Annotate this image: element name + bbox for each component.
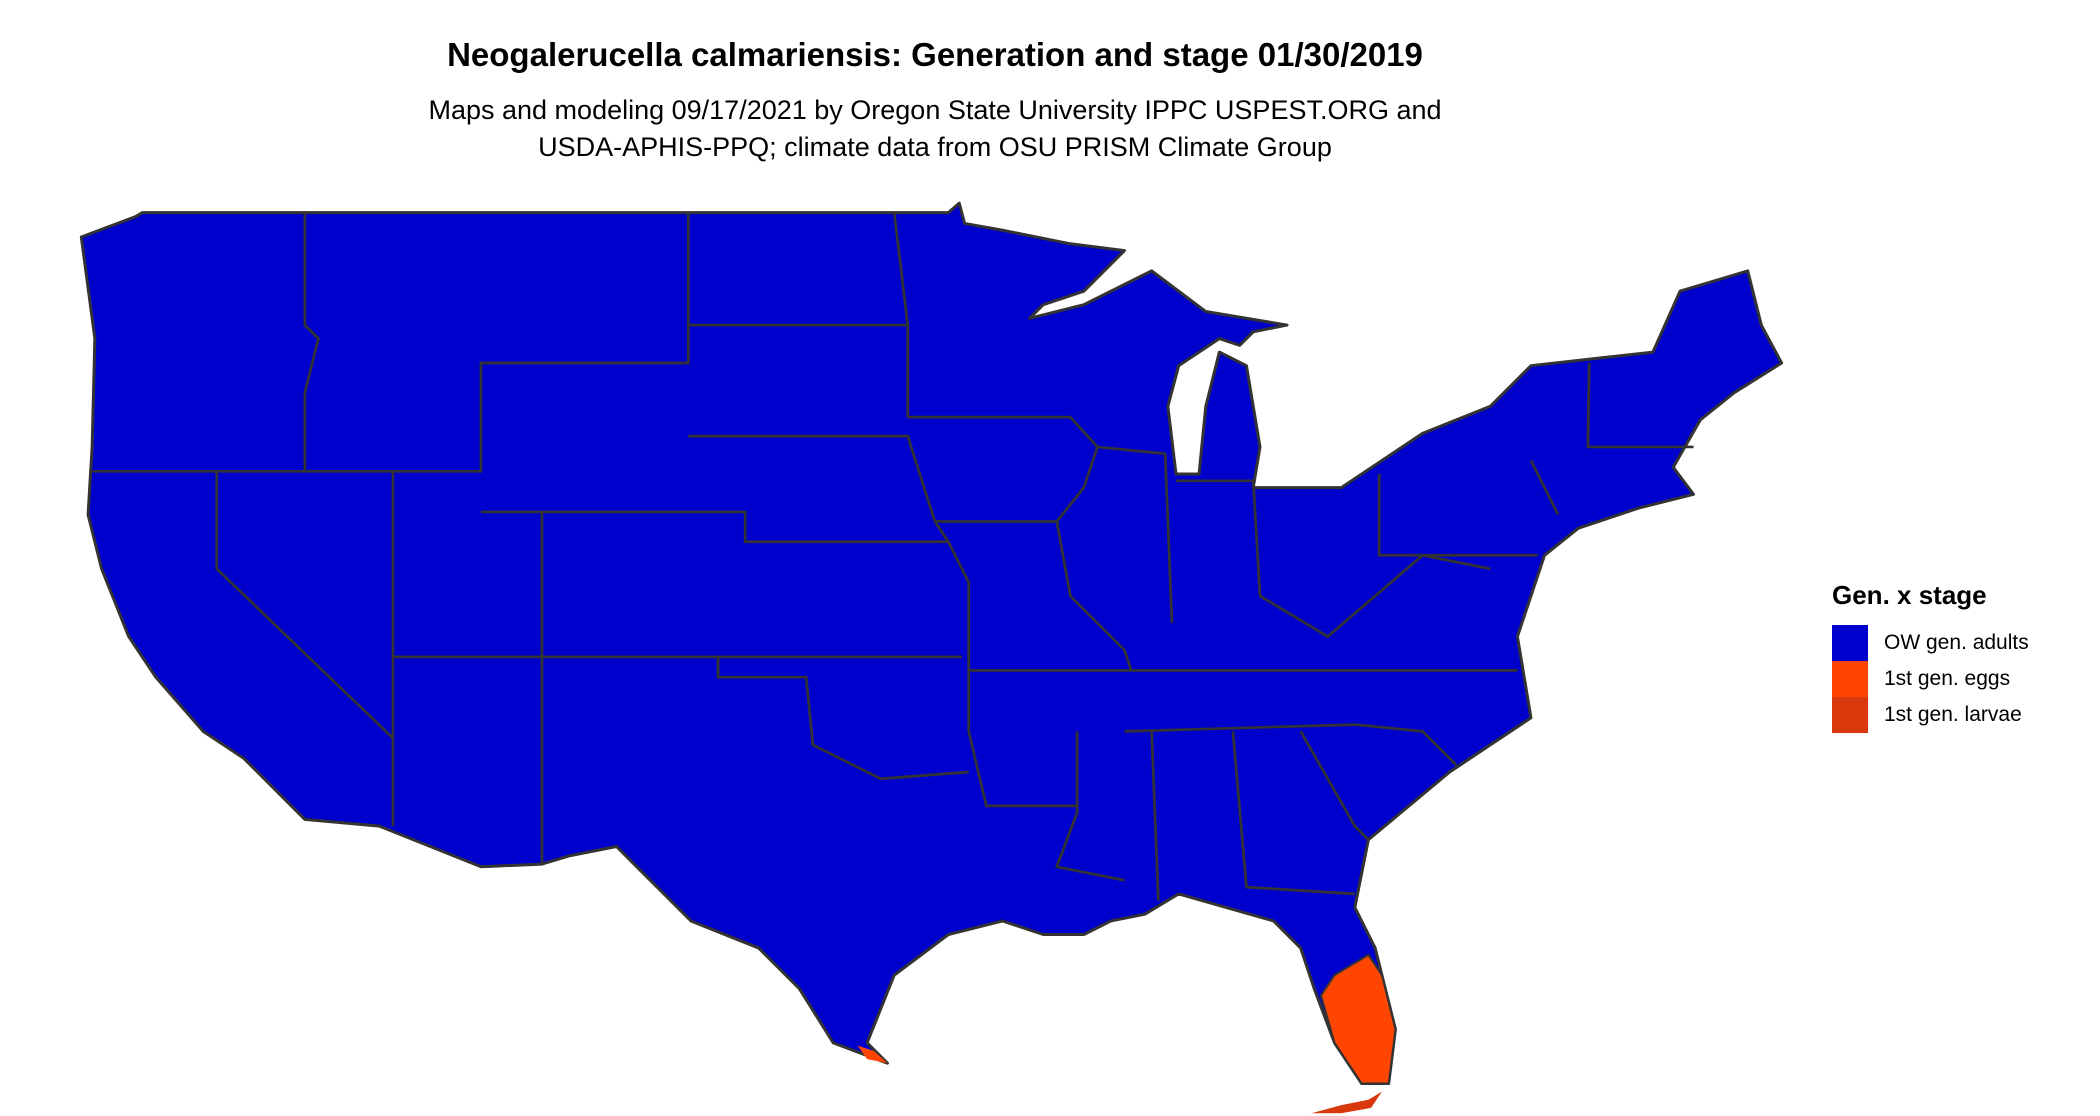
legend-label: 1st gen. larvae	[1884, 703, 2022, 726]
map-subtitle-line-2: USDA-APHIS-PPQ; climate data from OSU PR…	[538, 132, 1332, 162]
conus-ow-adults-region	[79, 201, 1784, 1085]
state-borders	[92, 212, 1694, 901]
legend-label: OW gen. adults	[1884, 631, 2029, 654]
map-title: Neogalerucella calmariensis: Generation …	[447, 36, 1423, 73]
legend-title: Gen. x stage	[1832, 580, 1987, 610]
map-subtitle-line-1: Maps and modeling 09/17/2021 by Oregon S…	[428, 95, 1442, 125]
legend-label: 1st gen. eggs	[1884, 667, 2011, 690]
south-florida-eggs-region	[1319, 953, 1397, 1085]
texas-tip-eggs-region	[857, 1045, 888, 1064]
legend-swatch-1st-larvae	[1832, 697, 1868, 733]
florida-keys-larvae-region	[1311, 1091, 1382, 1114]
legend-item-1st-eggs: 1st gen. eggs	[1832, 661, 2029, 697]
legend-swatch-ow-adults	[1832, 625, 1868, 661]
legend: Gen. x stage OW gen. adults 1st gen. egg…	[1832, 580, 2029, 733]
legend-item-ow-adults: OW gen. adults	[1832, 625, 2029, 661]
legend-item-1st-larvae: 1st gen. larvae	[1832, 697, 2029, 733]
legend-swatch-1st-eggs	[1832, 661, 1868, 697]
